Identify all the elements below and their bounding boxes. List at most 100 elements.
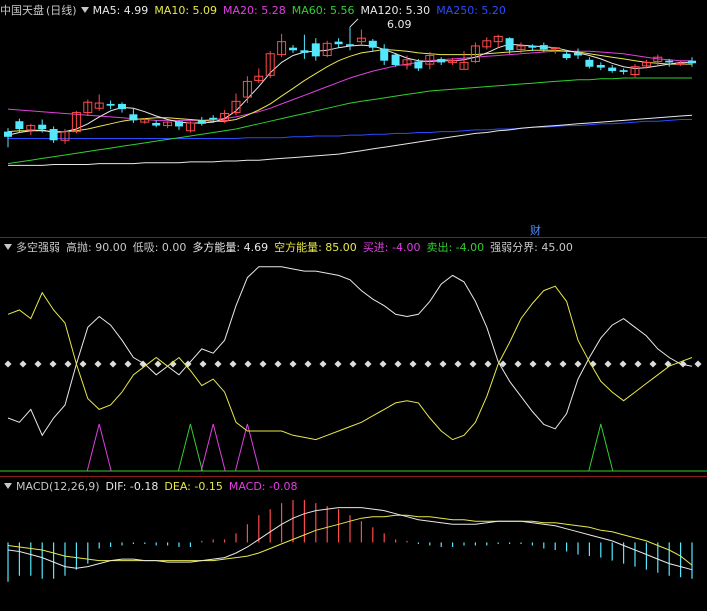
kline-panel (4, 18, 696, 166)
bear-energy-line (7, 285, 693, 441)
level-dot (319, 360, 327, 368)
finance-marker[interactable]: 财 (530, 224, 541, 237)
strength-legend-item-2: 低吸: 0.00 (132, 241, 187, 254)
level-dot (574, 360, 582, 368)
candle-body (231, 100, 241, 114)
stock-title: 中国天盘 (0, 4, 44, 17)
candle-body (437, 58, 446, 63)
ma-legend-item-0: MA5: 4.99 (92, 3, 149, 17)
candle-body (197, 120, 206, 124)
level-dot (34, 360, 42, 368)
dea-line (7, 514, 693, 566)
macd-panel (7, 500, 693, 582)
strength-legend-item-0: 多空强弱 (16, 241, 60, 254)
candle-body (482, 40, 492, 48)
signal-spike (588, 423, 614, 472)
candle-body (470, 45, 480, 63)
candle-body (425, 54, 435, 65)
level-dot (304, 360, 312, 368)
ma-legend-item-1: MA10: 5.09 (154, 3, 218, 17)
level-dot (154, 360, 162, 368)
chevron-down-icon[interactable] (80, 7, 89, 13)
level-dot (349, 360, 357, 368)
panel-divider (0, 237, 707, 238)
chevron-down-icon[interactable] (4, 483, 12, 489)
level-dot (4, 360, 12, 368)
level-dot (394, 360, 402, 368)
candle-body (38, 124, 47, 130)
ma-legend-item-2: MA20: 5.28 (223, 3, 286, 17)
ma-legend: MA5: 4.99 MA10: 5.09 MA20: 5.28 MA60: 5.56 M… (93, 4, 512, 17)
macd-legend-item-0: MACD(12,26,9) (16, 479, 100, 493)
macd-legend-item-3: MACD: -0.08 (228, 479, 298, 493)
candle-body (653, 56, 663, 63)
candle-body (175, 121, 183, 127)
candle-body (630, 66, 640, 76)
ma-legend-item-4: MA120: 5.30 (360, 3, 431, 17)
level-dot (559, 360, 567, 368)
ma-legend-item-3: MA60: 5.56 (291, 3, 355, 17)
candle-body (140, 119, 150, 123)
candle-body (608, 67, 617, 72)
candle-body (26, 125, 36, 131)
candle-body (562, 53, 571, 59)
level-dot (289, 360, 297, 368)
candle-body (448, 60, 458, 63)
bull-energy-line (7, 266, 693, 437)
chevron-down-icon[interactable] (4, 244, 12, 250)
level-dot (424, 360, 432, 368)
level-dot (19, 360, 27, 368)
strength-legend-item-4: 空方能量: 85.00 (274, 241, 357, 254)
level-dot (214, 360, 222, 368)
candle-body (459, 61, 469, 70)
candle-body (242, 80, 252, 98)
candle-body (277, 41, 287, 56)
candle-body (391, 54, 400, 65)
macd-header: MACD(12,26,9) DIF: -0.18 DEA: -0.15 MACD: -… (0, 477, 303, 495)
candle-body (596, 64, 605, 68)
macd-legend: MACD(12,26,9) DIF: -0.18 DEA: -0.15 MACD: -… (16, 480, 303, 493)
candle-body (334, 41, 343, 45)
ma250-line (8, 119, 692, 139)
macd-legend-item-1: DIF: -0.18 (105, 479, 159, 493)
dif-line (7, 507, 693, 571)
strength-legend-item-7: 强弱分界: 45.00 (490, 241, 573, 254)
macd-legend-item-2: DEA: -0.15 (164, 479, 223, 493)
level-dot (454, 360, 462, 368)
level-dot (334, 360, 342, 368)
strength-legend: 多空强弱 高抛: 90.00 低吸: 0.00 多方能量: 4.69 空方能量: 85.… (16, 239, 579, 255)
candle-body (414, 61, 423, 69)
candle-body (322, 42, 332, 56)
level-dot (199, 360, 207, 368)
period-label: (日线) (46, 4, 77, 17)
candle-body (402, 59, 412, 66)
candle-body (15, 121, 24, 130)
level-dot (79, 360, 87, 368)
signal-spike (177, 423, 203, 472)
level-dot (109, 360, 117, 368)
candle-body (516, 45, 526, 50)
candle-body (528, 45, 537, 48)
candle-body (49, 129, 58, 141)
candle-body (94, 102, 104, 109)
candle-body (688, 60, 696, 64)
level-dot (274, 360, 282, 368)
kline-header: 中国天盘 (日线) MA5: 4.99 MA10: 5.09 MA20: 5.28 M… (0, 1, 512, 19)
candle-body (380, 48, 389, 61)
level-dot (244, 360, 252, 368)
level-dot (694, 360, 702, 368)
candle-body (71, 112, 81, 133)
candle-body (346, 44, 354, 46)
candle-body (209, 117, 218, 120)
candle-body (550, 47, 560, 50)
candle-body (163, 121, 173, 127)
strength-panel (0, 266, 707, 472)
signal-spike (200, 423, 226, 472)
level-dot (409, 360, 417, 368)
panel-divider (0, 476, 707, 477)
level-dot (484, 360, 492, 368)
candle-body (60, 131, 70, 141)
level-dot (49, 360, 57, 368)
candle-body (4, 131, 12, 137)
